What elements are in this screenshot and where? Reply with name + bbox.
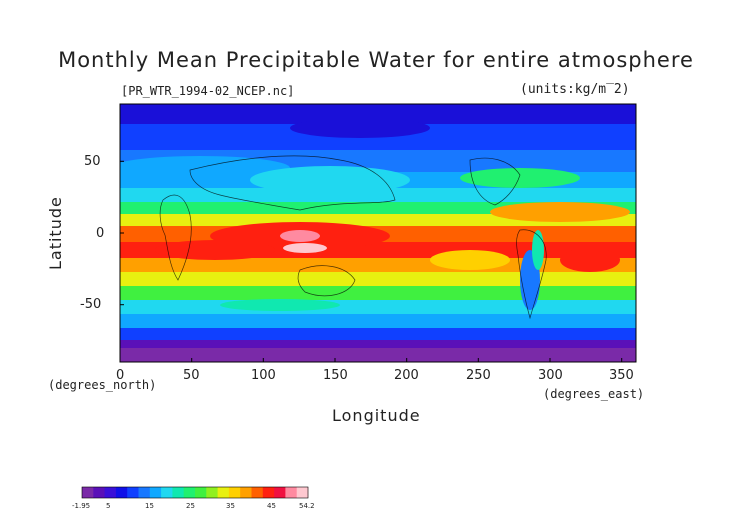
colorbar-swatch <box>251 487 264 498</box>
colorbar-swatch <box>82 487 94 498</box>
colorbar <box>82 487 309 498</box>
y-axis-label: Latitude <box>46 196 65 270</box>
x-tick-label: 50 <box>183 368 200 383</box>
colorbar-swatch <box>138 487 151 498</box>
x-tick-marks <box>119 358 623 362</box>
colorbar-label: 15 <box>145 502 154 510</box>
colorbar-swatch <box>296 487 309 498</box>
y-tick-marks <box>120 160 124 306</box>
colorbar-swatch <box>149 487 162 498</box>
colorbar-swatch <box>262 487 275 498</box>
colorbar-swatch <box>161 487 173 498</box>
y-tick-label: 50 <box>84 154 101 169</box>
x-tick-label: 100 <box>251 368 276 383</box>
colorbar-label: 5 <box>106 502 111 510</box>
x-tick-label: 0 <box>116 368 125 383</box>
x-tick-label: 350 <box>609 368 634 383</box>
colorbar-swatch <box>93 487 106 498</box>
colorbar-swatch <box>195 487 207 498</box>
colorbar-swatch <box>240 487 252 498</box>
x-tick-label: 150 <box>323 368 348 383</box>
colorbar-swatch <box>274 487 286 498</box>
chart-title: Monthly Mean Precipitable Water for enti… <box>58 48 694 72</box>
colorbar-swatch <box>206 487 219 498</box>
colorbar-swatch <box>285 487 298 498</box>
colorbar-frame <box>81 486 309 499</box>
colorbar-label: 45 <box>267 502 276 510</box>
colorbar-swatch <box>115 487 128 498</box>
colorbar-label: 54.2 <box>299 502 315 510</box>
colorbar-swatch <box>104 487 117 498</box>
colorbar-label: 25 <box>186 502 195 510</box>
y-tick-label: 0 <box>96 226 105 241</box>
colorbar-swatch <box>183 487 196 498</box>
colorbar-swatch <box>172 487 185 498</box>
x-tick-label: 200 <box>394 368 419 383</box>
colorbar-label: -1.95 <box>72 502 91 510</box>
map-plot-area <box>120 104 636 362</box>
file-label: [PR_WTR_1994-02_NCEP.nc] <box>121 84 295 98</box>
colorbar-label: 35 <box>226 502 235 510</box>
y-tick-label: -50 <box>80 297 102 312</box>
y-unit-label: (degrees_north) <box>48 378 157 392</box>
units-label: (units:kg/m‾2) <box>520 82 630 97</box>
colorbar-swatch <box>217 487 230 498</box>
x-tick-label: 250 <box>466 368 491 383</box>
x-axis-label: Longitude <box>332 406 421 425</box>
colorbar-swatch <box>228 487 241 498</box>
x-unit-label: (degrees_east) <box>543 387 645 401</box>
x-tick-label: 300 <box>538 368 563 383</box>
colorbar-swatch <box>127 487 139 498</box>
